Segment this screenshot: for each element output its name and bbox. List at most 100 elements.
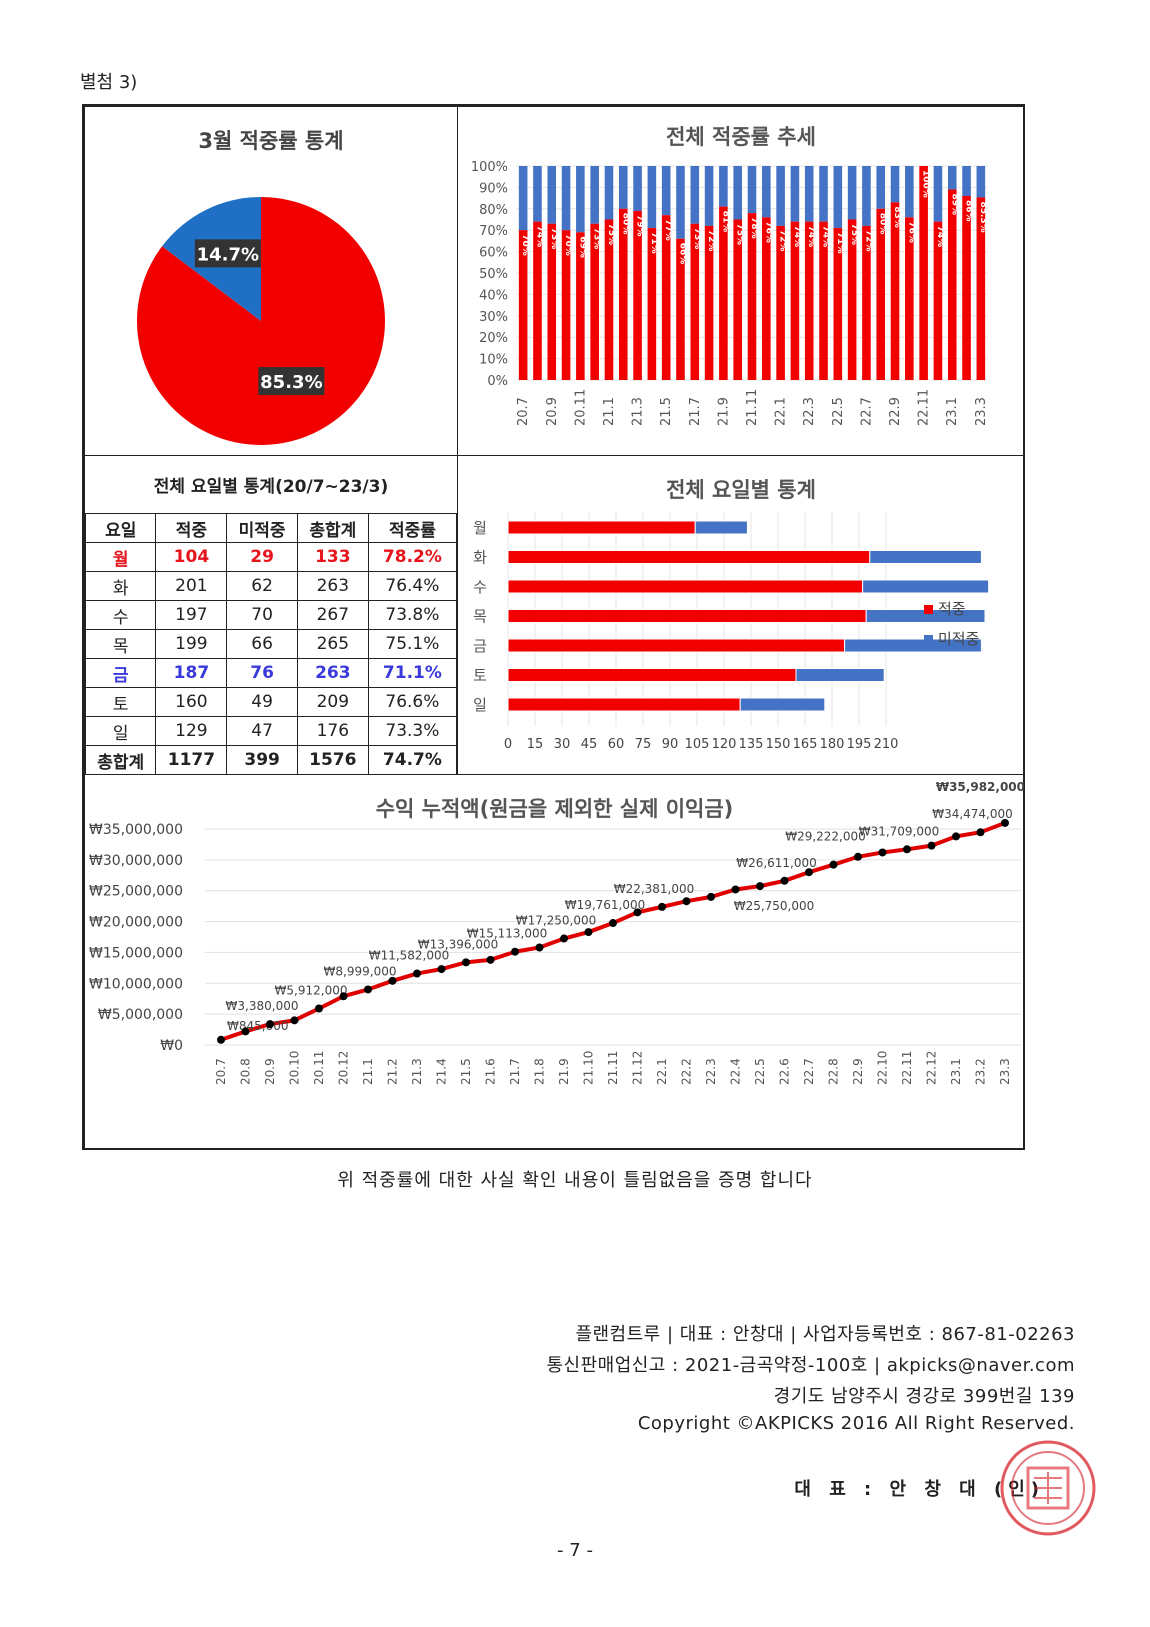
x-tick-label: 195	[847, 737, 872, 752]
bar-hit	[590, 223, 599, 380]
x-tick-label: 60	[608, 737, 625, 752]
bar-hit	[919, 166, 928, 380]
x-tick-label: 22.2	[680, 1058, 694, 1085]
data-point	[511, 947, 519, 956]
x-tick-label: 20.8	[239, 1058, 253, 1085]
x-tick-label: 22.11	[900, 1051, 914, 1085]
table-cell: 화	[84, 571, 157, 601]
bar-miss	[876, 166, 886, 209]
table-cell: 47	[226, 716, 298, 746]
x-tick-label: 22.4	[729, 1058, 743, 1085]
table-cell: 187	[155, 658, 228, 688]
data-point	[339, 992, 348, 1001]
bar-hit	[876, 208, 886, 380]
footer-line: 경기도 남양주시 경강로 399번길 139	[773, 1386, 1075, 1407]
bar-miss	[590, 166, 599, 224]
bar-data-label: 74%	[806, 226, 816, 248]
table-cell: 71.1%	[367, 658, 458, 688]
x-tick-label: 22.5	[753, 1058, 767, 1085]
x-tick-label: 22.7	[802, 1058, 816, 1085]
x-tick-label: 22.9	[888, 397, 903, 426]
trend-title: 전체 적중률 추세	[666, 125, 816, 149]
bar-miss	[739, 697, 826, 712]
data-label: ₩17,250,000	[516, 914, 597, 928]
bar-hit	[507, 550, 871, 564]
data-label: ₩15,113,000	[467, 927, 548, 941]
representative-signature: 대 표 : 안 창 대 (인)	[794, 1479, 1045, 1500]
bar-hit	[833, 228, 843, 380]
table-cell: 73.8%	[367, 600, 458, 630]
y-tick-label: 90%	[479, 181, 508, 196]
bar-hit	[576, 232, 585, 380]
x-tick-label: 20.10	[288, 1051, 302, 1085]
y-tick-label: ₩0	[160, 1038, 183, 1054]
y-tick-label: 10%	[479, 353, 508, 368]
x-tick-label: 165	[793, 737, 818, 752]
bar-miss	[847, 166, 857, 220]
bar-miss	[618, 166, 628, 209]
bar-hit	[762, 217, 771, 380]
data-point	[731, 885, 740, 894]
table-cell: 49	[226, 687, 298, 717]
bar-miss	[962, 166, 971, 196]
footer-line: 통신판매업신고 : 2021-금곡약정-100호 | akpicks@naver…	[546, 1355, 1075, 1376]
data-label: ₩845,000	[227, 1019, 289, 1033]
data-point	[756, 882, 764, 891]
x-tick-label: 22.9	[851, 1058, 865, 1085]
table-cell: 263	[296, 658, 369, 688]
table-row: 화 201 62 263 76.4%	[84, 571, 458, 601]
y-category-label: 목	[473, 608, 487, 626]
bar-hit	[719, 206, 728, 380]
x-tick-label: 20.11	[312, 1051, 326, 1085]
trend-cell: 전체 적중률 추세 0% 10% 20% 30% 40% 50% 60% 70% 80% 90% 1…	[457, 106, 1025, 456]
table-row: 토 160 49 209 76.6%	[84, 687, 458, 717]
x-tick-label: 21.7	[688, 397, 703, 426]
data-label: ₩25,750,000	[734, 899, 815, 913]
bar-data-label: 71%	[835, 232, 845, 254]
y-tick-label: 40%	[479, 288, 508, 303]
y-category-label: 화	[473, 549, 487, 567]
bar-hit	[733, 219, 742, 380]
legend-label: 미적중	[938, 630, 979, 648]
data-point	[560, 934, 568, 943]
x-tick-label: 22.1	[774, 397, 789, 426]
data-point	[486, 955, 495, 964]
table-row: 금 187 76 263 71.1%	[84, 658, 458, 688]
data-label: ₩31,709,000	[859, 824, 940, 838]
x-tick-label: 20.9	[545, 397, 560, 426]
pie-chart: 85.3% 14.7%	[137, 197, 386, 446]
y-category-label: 금	[473, 637, 487, 655]
bar-data-label: 75%	[849, 224, 859, 246]
x-tick-label: 22.7	[859, 397, 874, 426]
bar-miss	[533, 166, 542, 222]
table-row: 일 129 47 176 73.3%	[84, 716, 458, 746]
x-tick-label: 210	[874, 737, 899, 752]
data-label: ₩19,761,000	[565, 898, 646, 912]
table-cell: 209	[296, 687, 369, 717]
column-header: 요일	[84, 513, 157, 543]
profit-line	[220, 821, 1006, 1042]
legend-swatch	[924, 605, 933, 614]
table-cell: 76	[226, 658, 298, 688]
bar-miss	[694, 520, 748, 535]
legend-label: 적중	[938, 600, 966, 618]
x-tick-label: 45	[581, 737, 598, 752]
bar-hit	[561, 230, 571, 380]
bar-data-label: 75%	[735, 224, 745, 246]
column-header: 적중률	[367, 513, 458, 543]
x-tick-label: 21.11	[606, 1051, 620, 1085]
bar-miss	[576, 166, 585, 233]
bar-miss	[776, 166, 785, 226]
bar-data-label: 73%	[549, 228, 559, 250]
x-tick-label: 22.6	[778, 1058, 792, 1085]
bar-data-label: 70%	[520, 234, 530, 256]
table-cell: 62	[226, 571, 298, 601]
bar-data-label: 73%	[592, 228, 602, 250]
data-label: ₩34,474,000	[932, 807, 1013, 821]
bar-miss	[747, 166, 757, 214]
footer-line: 플랜컴트루 | 대표 : 안창대 | 사업자등록번호 : 867-81-0226…	[575, 1324, 1075, 1345]
table-row: 목 199 66 265 75.1%	[84, 629, 458, 659]
data-label: ₩35,982,000	[936, 780, 1024, 794]
x-tick-label: 20.9	[263, 1058, 277, 1085]
